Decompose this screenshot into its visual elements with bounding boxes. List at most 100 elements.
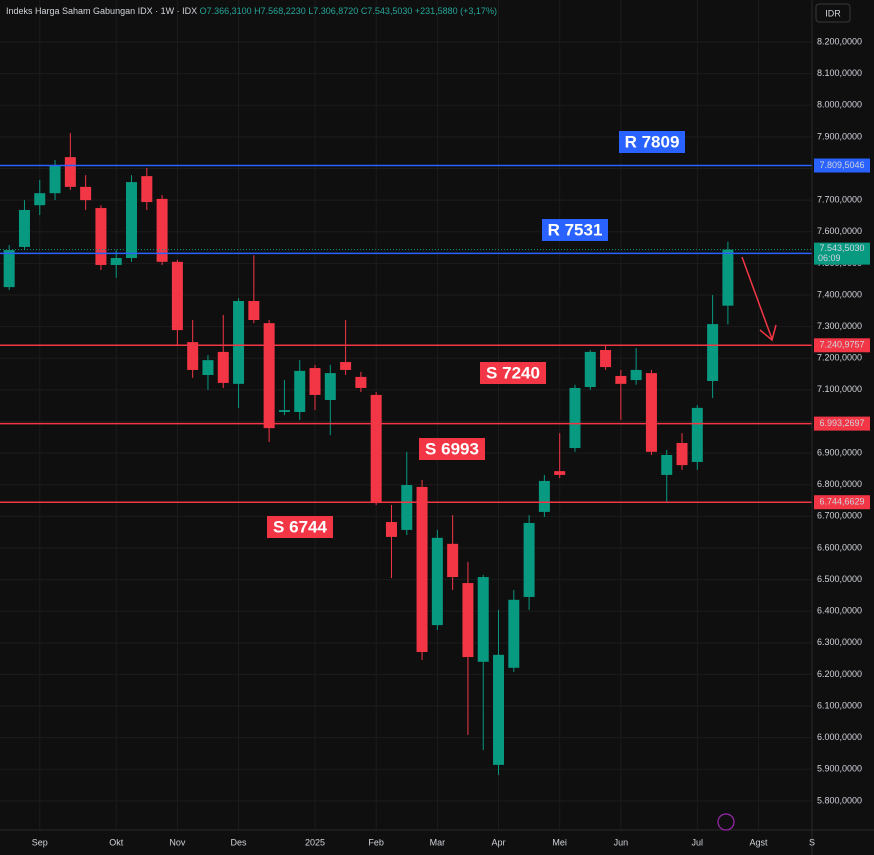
x-tick-label: Mei (552, 837, 567, 847)
level-label: 6.744,6629 (819, 497, 864, 507)
candle-body (416, 486, 428, 652)
x-tick-label: Agst (749, 837, 768, 847)
currency[interactable]: IDR (825, 8, 841, 18)
y-tick-label: 8.100,0000 (817, 68, 862, 78)
y-tick-label: 6.300,0000 (817, 637, 862, 647)
level-tag-box (619, 131, 685, 153)
y-tick-label: 7.200,0000 (817, 353, 862, 363)
candle-body (171, 261, 183, 331)
x-tick-label: Apr (492, 837, 506, 847)
candle-body (278, 410, 290, 412)
level-label-box (814, 416, 870, 431)
candle-body (233, 301, 245, 384)
y-tick-label: 8.200,0000 (817, 36, 862, 46)
x-tick-label: Nov (169, 837, 186, 847)
candle-body (615, 375, 627, 384)
change: +231,5880 (+3,17%) (415, 6, 497, 16)
candle-body (385, 522, 397, 537)
y-tick-label: 6.100,0000 (817, 700, 862, 710)
x-tick-label: 2025 (305, 837, 325, 847)
candle-body (538, 480, 550, 512)
x-tick-label: Des (231, 837, 248, 847)
level-label-box (814, 158, 870, 173)
level-label: 7.240,9757 (819, 340, 864, 350)
y-tick-label: 5.900,0000 (817, 764, 862, 774)
candle-body (401, 485, 413, 530)
candle-body (156, 198, 168, 262)
y-tick-label: 7.100,0000 (817, 384, 862, 394)
level-tag: S 7240 (486, 363, 540, 382)
candle-body (691, 407, 703, 462)
candle-body (707, 324, 719, 382)
candle-body (49, 166, 61, 194)
candle-body (309, 368, 321, 395)
candle-body (722, 249, 734, 306)
x-tick-label: Sep (32, 837, 48, 847)
candle-body (630, 369, 642, 381)
y-tick-label: 7.900,0000 (817, 131, 862, 141)
level-tag: R 7809 (625, 132, 680, 151)
ohlc: O7.366,3100 (200, 6, 252, 16)
ohlc: H7.568,2230 (254, 6, 306, 16)
level-tag-box (419, 438, 485, 460)
candle-body (187, 342, 199, 370)
candle-body (263, 323, 275, 429)
level-label: 6.993,2697 (819, 418, 864, 428)
candle-body (141, 176, 153, 203)
candle-body (18, 209, 30, 247)
candle-body (126, 182, 138, 259)
candle-body (34, 193, 46, 206)
ohlc: L7.306,8720 (308, 6, 358, 16)
candle-body (95, 208, 107, 265)
y-tick-label: 7.600,0000 (817, 226, 862, 236)
last-price-box (814, 242, 870, 265)
alert-icon[interactable] (717, 813, 735, 831)
y-tick-label: 7.700,0000 (817, 195, 862, 205)
last-price-label: 7.543,5030 (819, 243, 864, 253)
candle-body (447, 543, 459, 578)
currency-box[interactable] (815, 3, 851, 23)
y-tick-label: 8.000,0000 (817, 100, 862, 110)
candle-body (370, 394, 382, 504)
x-tick-label: Jun (614, 837, 629, 847)
candle-body (294, 370, 306, 412)
candle-body (80, 186, 92, 201)
countdown: 06:09 (818, 253, 841, 263)
level-label: 7.809,5046 (819, 160, 864, 170)
level-tag-box (480, 362, 546, 384)
y-tick-label: 6.600,0000 (817, 542, 862, 552)
ohlc: C7.543,5030 (361, 6, 413, 16)
candle-body (202, 360, 214, 376)
candle-body (508, 599, 520, 668)
candle-body (340, 362, 352, 370)
y-tick-label: 6.700,0000 (817, 511, 862, 521)
y-tick-label: 6.500,0000 (817, 574, 862, 584)
level-tag: S 6744 (273, 517, 327, 536)
x-tick-label: Okt (109, 837, 124, 847)
header: Indeks Harga Saham Gabungan IDX · 1W · I… (6, 6, 497, 16)
level-label-box (814, 495, 870, 510)
candle-body (110, 258, 122, 265)
candle-body (676, 442, 688, 466)
y-tick-label: 7.400,0000 (817, 289, 862, 299)
candle-body (523, 522, 535, 597)
x-tick-label: Jul (692, 837, 704, 847)
candle-body (431, 537, 443, 626)
candle-body (324, 373, 336, 400)
x-tick-label: S (809, 837, 815, 847)
x-tick-label: Feb (368, 837, 384, 847)
candle-body (217, 351, 229, 383)
candle-body (645, 373, 657, 452)
y-tick-label: 6.200,0000 (817, 669, 862, 679)
candle-body (584, 351, 596, 388)
y-tick-label: 6.900,0000 (817, 447, 862, 457)
y-tick-label: 7.300,0000 (817, 321, 862, 331)
candle-body (600, 350, 612, 368)
level-tag-box (267, 516, 333, 538)
level-label-box (814, 338, 870, 353)
candle-body (462, 583, 474, 658)
x-tick-label: Mar (430, 837, 446, 847)
candle-body (554, 471, 566, 475)
level-tag: R 7531 (548, 220, 603, 239)
